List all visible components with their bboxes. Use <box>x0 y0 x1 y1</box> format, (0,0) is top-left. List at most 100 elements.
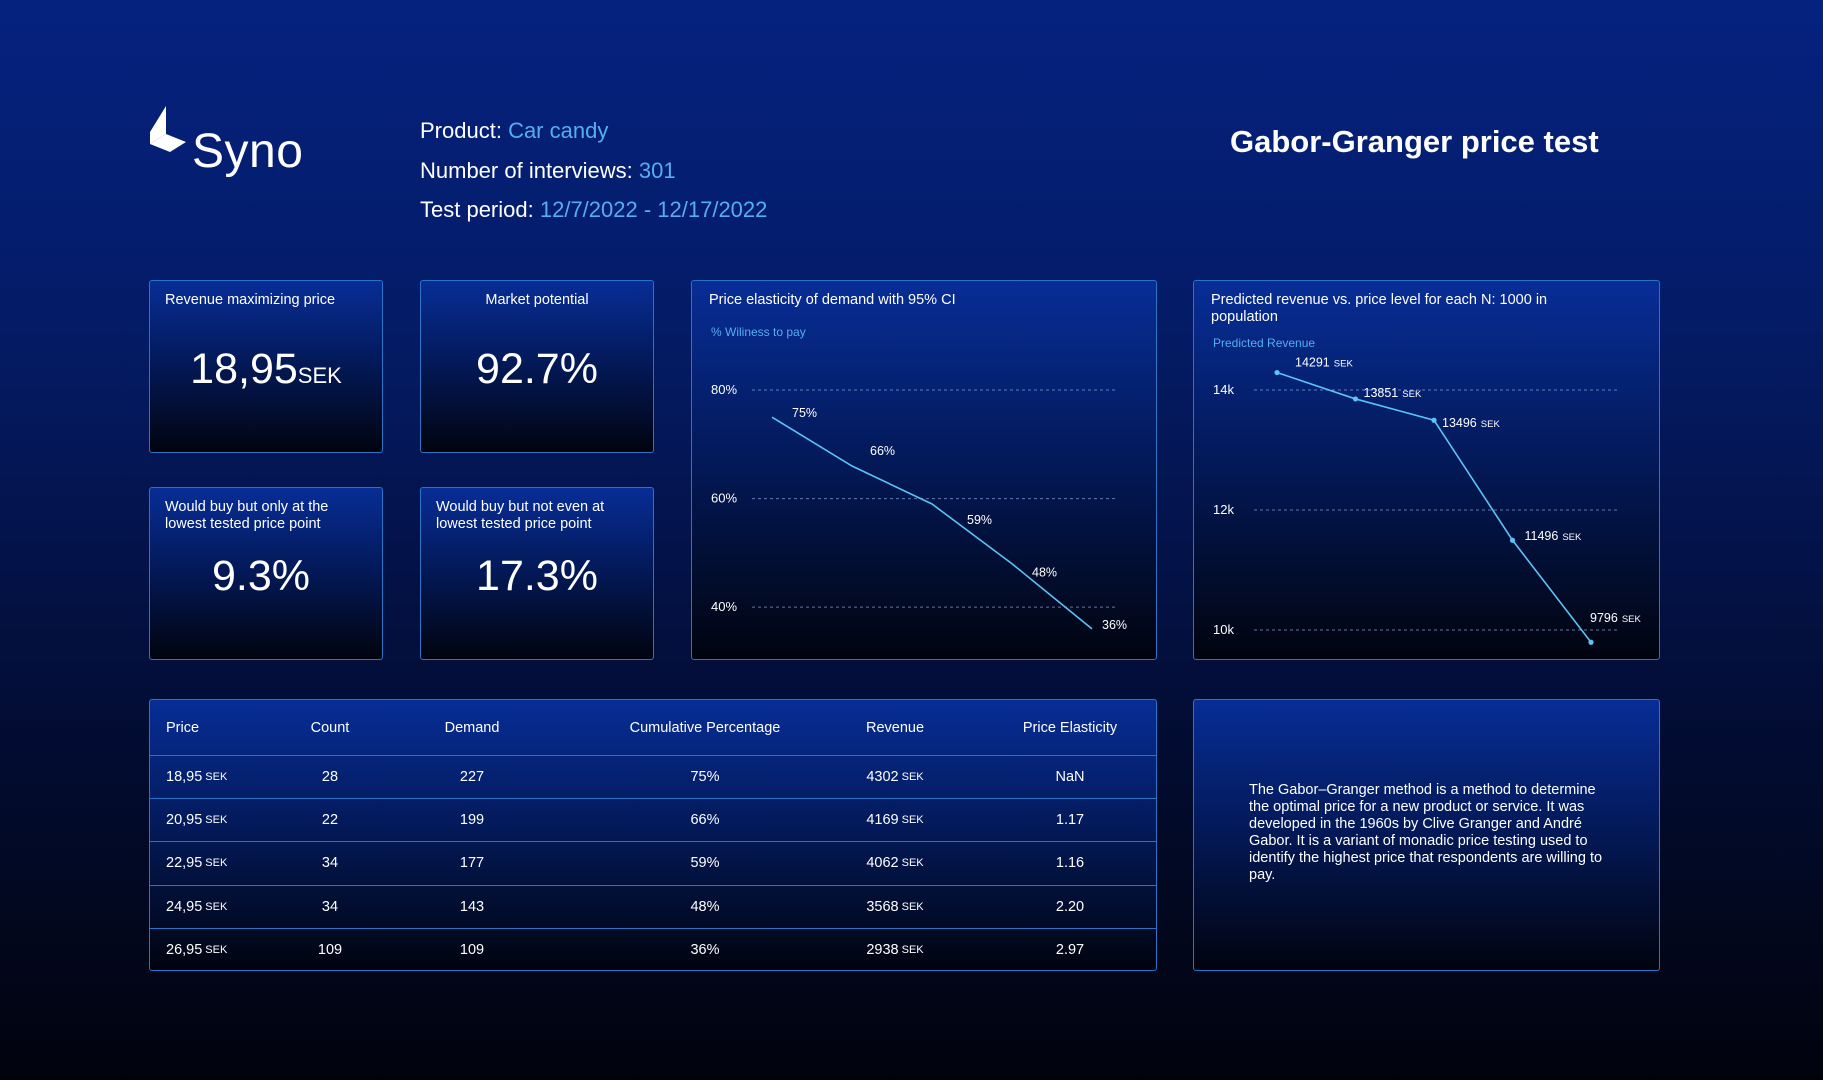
table-row: 26,95 SEK 109 109 36% 2938 SEK 2.97 <box>150 929 1156 972</box>
cell-value: 1.16 <box>1055 855 1085 872</box>
cell-value: 22 <box>321 811 339 828</box>
cell-elasticity: NaN <box>970 755 1170 798</box>
cell-count: 22 <box>280 798 380 841</box>
cell-value: 177 <box>459 855 485 872</box>
cell-value: 199 <box>459 811 485 828</box>
cell-unit: SEK <box>901 857 924 870</box>
cell-value: 48% <box>690 898 720 915</box>
chart-ylabel: % Wiliness to pay <box>711 325 806 339</box>
header-elasticity: Price Elasticity <box>1022 719 1118 736</box>
y-tick-label: 60% <box>711 491 737 506</box>
cell-value: 109 <box>459 942 485 959</box>
kpi-card-not-even-lowest: Would buy but not even at lowest tested … <box>420 487 654 660</box>
y-tick-label: 14k <box>1213 382 1234 397</box>
data-label: 11496 SEK <box>1525 529 1583 543</box>
cell-value: 36% <box>690 942 720 959</box>
kpi-unit: SEK <box>297 363 342 388</box>
kpi-title: Revenue maximizing price <box>165 292 336 308</box>
kpi-value: 18,95SEK <box>150 345 382 394</box>
data-label: 13851 SEK <box>1364 386 1422 400</box>
cell-value: 2.97 <box>1055 942 1085 959</box>
cell-value: 4169 <box>866 811 899 828</box>
cell-value: 20,95 <box>166 811 203 828</box>
cell-value: 2.20 <box>1055 898 1085 915</box>
cell-revenue: 4169 SEK <box>840 798 950 841</box>
brand-name: Syno <box>192 125 304 178</box>
test-period-info: Test period: 12/7/2022 - 12/17/2022 <box>420 197 767 223</box>
data-label: 66% <box>870 444 895 458</box>
kpi-card-revenue-max: Revenue maximizing price 18,95SEK <box>149 280 383 453</box>
table-row: 22,95 SEK 34 177 59% 4062 SEK 1.16 <box>150 842 1156 886</box>
cell-elasticity: 2.20 <box>970 885 1170 928</box>
cell-value: 1.17 <box>1055 811 1085 828</box>
cell-value: 22,95 <box>166 855 203 872</box>
data-label: 14291 SEK <box>1295 356 1353 370</box>
cell-revenue: 3568 SEK <box>840 885 950 928</box>
y-tick-label: 40% <box>711 599 737 614</box>
cell-unit: SEK <box>205 900 228 913</box>
product-value: Car candy <box>508 118 609 143</box>
y-tick-label: 10k <box>1213 622 1234 637</box>
header-price: Price <box>166 719 200 736</box>
data-label: 75% <box>792 406 817 420</box>
data-point <box>1352 396 1359 402</box>
chart-title: Price elasticity of demand with 95% CI <box>709 292 956 308</box>
cell-value: 66% <box>690 811 720 828</box>
data-point <box>1588 639 1594 645</box>
data-label: 9796 SEK <box>1590 611 1641 625</box>
cell-unit: SEK <box>205 770 228 783</box>
cell-demand: 227 <box>412 755 532 798</box>
product-label: Product: <box>420 118 502 143</box>
data-label-unit: SEK <box>1622 614 1642 625</box>
header-cumulative: Cumulative Percentage <box>629 719 781 736</box>
cell-value: NaN <box>1055 768 1085 785</box>
cell-cumulative: 66% <box>570 798 840 841</box>
kpi-card-market-potential: Market potential 92.7% <box>420 280 654 453</box>
data-label: 59% <box>967 513 992 527</box>
kpi-value: 9.3% <box>211 552 310 600</box>
header-demand: Demand <box>444 719 500 736</box>
elasticity-line-chart: 80% 60% 40% 75% 66% 59% 48% 36% <box>711 382 1127 632</box>
data-label-unit: SEK <box>1402 389 1422 400</box>
cell-cumulative: 59% <box>570 842 840 885</box>
cell-demand: 177 <box>412 842 532 885</box>
cell-unit: SEK <box>205 857 228 870</box>
interviews-info: Number of interviews: 301 <box>420 158 676 184</box>
cell-demand: 109 <box>412 929 532 972</box>
cell-price: 20,95 SEK <box>166 798 266 841</box>
cell-revenue: 2938 SEK <box>840 929 950 972</box>
data-point <box>1274 369 1280 376</box>
cell-cumulative: 48% <box>570 885 840 928</box>
syno-logo-icon <box>150 106 186 152</box>
header-count: Count <box>310 719 350 736</box>
data-label: 48% <box>1032 566 1057 580</box>
kpi-title: Would buy but not even at lowest tested … <box>436 499 605 532</box>
cell-price: 18,95 SEK <box>166 755 266 798</box>
cell-elasticity: 1.17 <box>970 798 1170 841</box>
cell-value: 2938 <box>866 942 899 959</box>
period-value: 12/7/2022 - 12/17/2022 <box>539 197 768 222</box>
cell-cumulative: 75% <box>570 755 840 798</box>
cell-value: 4062 <box>866 855 899 872</box>
chart-card-revenue: Predicted revenue vs. price level for ea… <box>1193 280 1660 660</box>
data-label: 13496 SEK <box>1442 416 1500 430</box>
cell-value: 227 <box>459 768 485 785</box>
cell-value: 28 <box>321 768 339 785</box>
kpi-value: 92.7% <box>476 345 598 393</box>
cell-value: 34 <box>321 898 339 915</box>
chart-ylabel: Predicted Revenue <box>1213 336 1316 350</box>
series-line <box>1276 371 1592 643</box>
revenue-line-chart: 14k 12k 10k 14291 SEK 13851 SEK 13496 SEK 11496 SE… <box>1213 356 1641 645</box>
brand-logo: Syno <box>148 104 303 184</box>
cell-value: 34 <box>321 855 339 872</box>
cell-unit: SEK <box>901 813 924 826</box>
header-revenue: Revenue <box>865 719 925 736</box>
cell-value: 26,95 <box>166 942 203 959</box>
cell-elasticity: 1.16 <box>970 842 1170 885</box>
cell-value: 109 <box>317 942 343 959</box>
table-header-row: Price Count Demand Cumulative Percentage… <box>150 700 1156 756</box>
data-label-unit: SEK <box>1481 419 1501 430</box>
interviews-label: Number of interviews: <box>420 158 633 183</box>
data-label-unit: SEK <box>1334 359 1354 370</box>
kpi-value: 17.3% <box>476 552 598 600</box>
